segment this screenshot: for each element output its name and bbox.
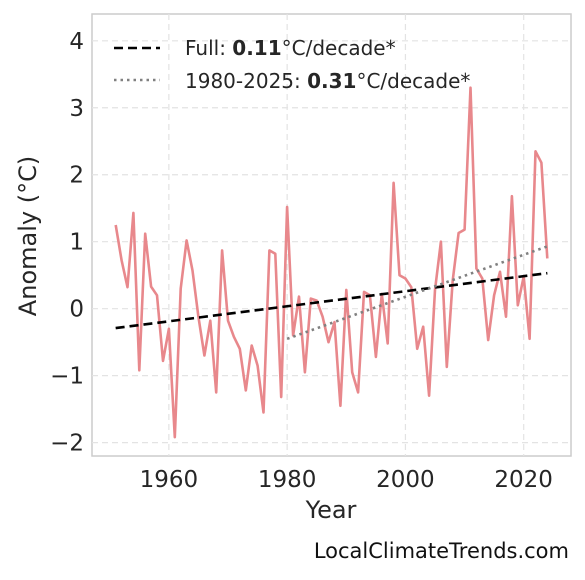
y-tick-label: −2 (50, 431, 84, 457)
series-lines (114, 86, 549, 439)
legend: Full: 0.11°C/decade* 1980-2025: 0.31°C/d… (114, 36, 470, 93)
legend-label-full: Full: 0.11°C/decade* (185, 36, 396, 60)
site-credit: LocalClimateTrends.com (313, 539, 569, 563)
x-tick-labels: 1960 1980 2000 2020 (140, 467, 553, 493)
anomaly-series-line (114, 86, 549, 439)
y-tick-label: 3 (69, 96, 84, 122)
legend-label-1980: 1980-2025: 0.31°C/decade* (185, 69, 470, 93)
y-axis-title: Anomaly (°C) (14, 156, 42, 316)
y-tick-label: 1 (69, 230, 84, 256)
x-tick-label: 1980 (258, 467, 317, 493)
y-tick-label: 2 (69, 163, 84, 189)
y-tick-label: 4 (69, 29, 84, 55)
full-trend-line (115, 271, 548, 330)
x-tick-label: 2020 (494, 467, 553, 493)
y-tick-labels: −2 −1 0 1 2 3 4 (50, 29, 84, 457)
x-tick-label: 1960 (140, 467, 199, 493)
y-tick-label: −1 (50, 364, 84, 390)
y-tick-label: 0 (69, 297, 84, 323)
recent-trend-line (286, 245, 548, 341)
x-tick-label: 2000 (376, 467, 435, 493)
x-axis-title: Year (305, 496, 357, 524)
